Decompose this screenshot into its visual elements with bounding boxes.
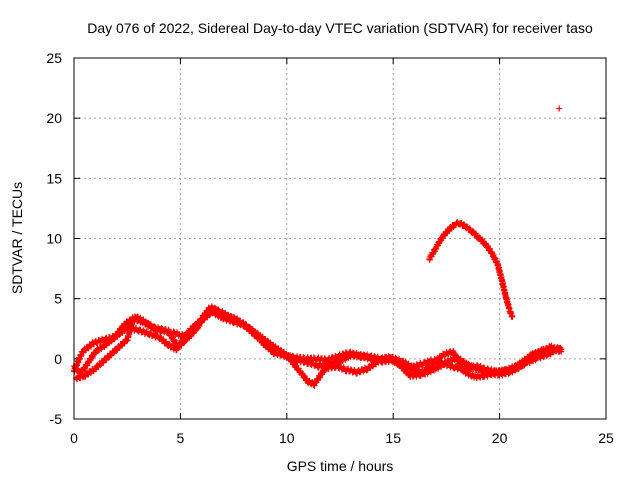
data-layer	[71, 105, 565, 389]
series-track-b	[73, 305, 563, 389]
series-outlier	[556, 105, 563, 112]
y-axis-label: SDTVAR / TECUs	[9, 182, 25, 294]
y-tick-label: 5	[54, 291, 62, 307]
data-point	[366, 365, 373, 372]
y-tick-label: 0	[54, 351, 62, 367]
series-arc	[426, 219, 516, 320]
x-axis-label: GPS time / hours	[287, 458, 394, 474]
data-point	[334, 362, 341, 369]
data-point	[125, 320, 132, 327]
x-tick-label: 0	[70, 430, 78, 446]
chart-title: Day 076 of 2022, Sidereal Day-to-day VTE…	[87, 20, 593, 36]
y-tick-label: 25	[46, 50, 62, 66]
data-point	[509, 313, 516, 320]
x-tick-label: 20	[492, 430, 508, 446]
y-tick-label: -5	[50, 411, 63, 427]
y-tick-label: 15	[46, 170, 62, 186]
plot-frame	[73, 57, 607, 420]
x-tick-label: 15	[385, 430, 401, 446]
data-point	[556, 105, 563, 112]
x-tick-label: 10	[279, 430, 295, 446]
x-tick-label: 5	[177, 430, 185, 446]
data-point	[558, 348, 565, 355]
data-point	[123, 338, 130, 345]
y-tick-label: 10	[46, 231, 62, 247]
data-point	[215, 306, 222, 313]
y-tick-label: 20	[46, 110, 62, 126]
x-tick-label: 25	[598, 430, 614, 446]
data-point	[337, 363, 344, 370]
series-track-c	[71, 303, 565, 377]
tick-layer: 0 5 10 15 20 25 -5 0 5 10 15 20 25	[46, 50, 614, 446]
data-point	[327, 357, 334, 364]
data-point	[431, 356, 438, 363]
